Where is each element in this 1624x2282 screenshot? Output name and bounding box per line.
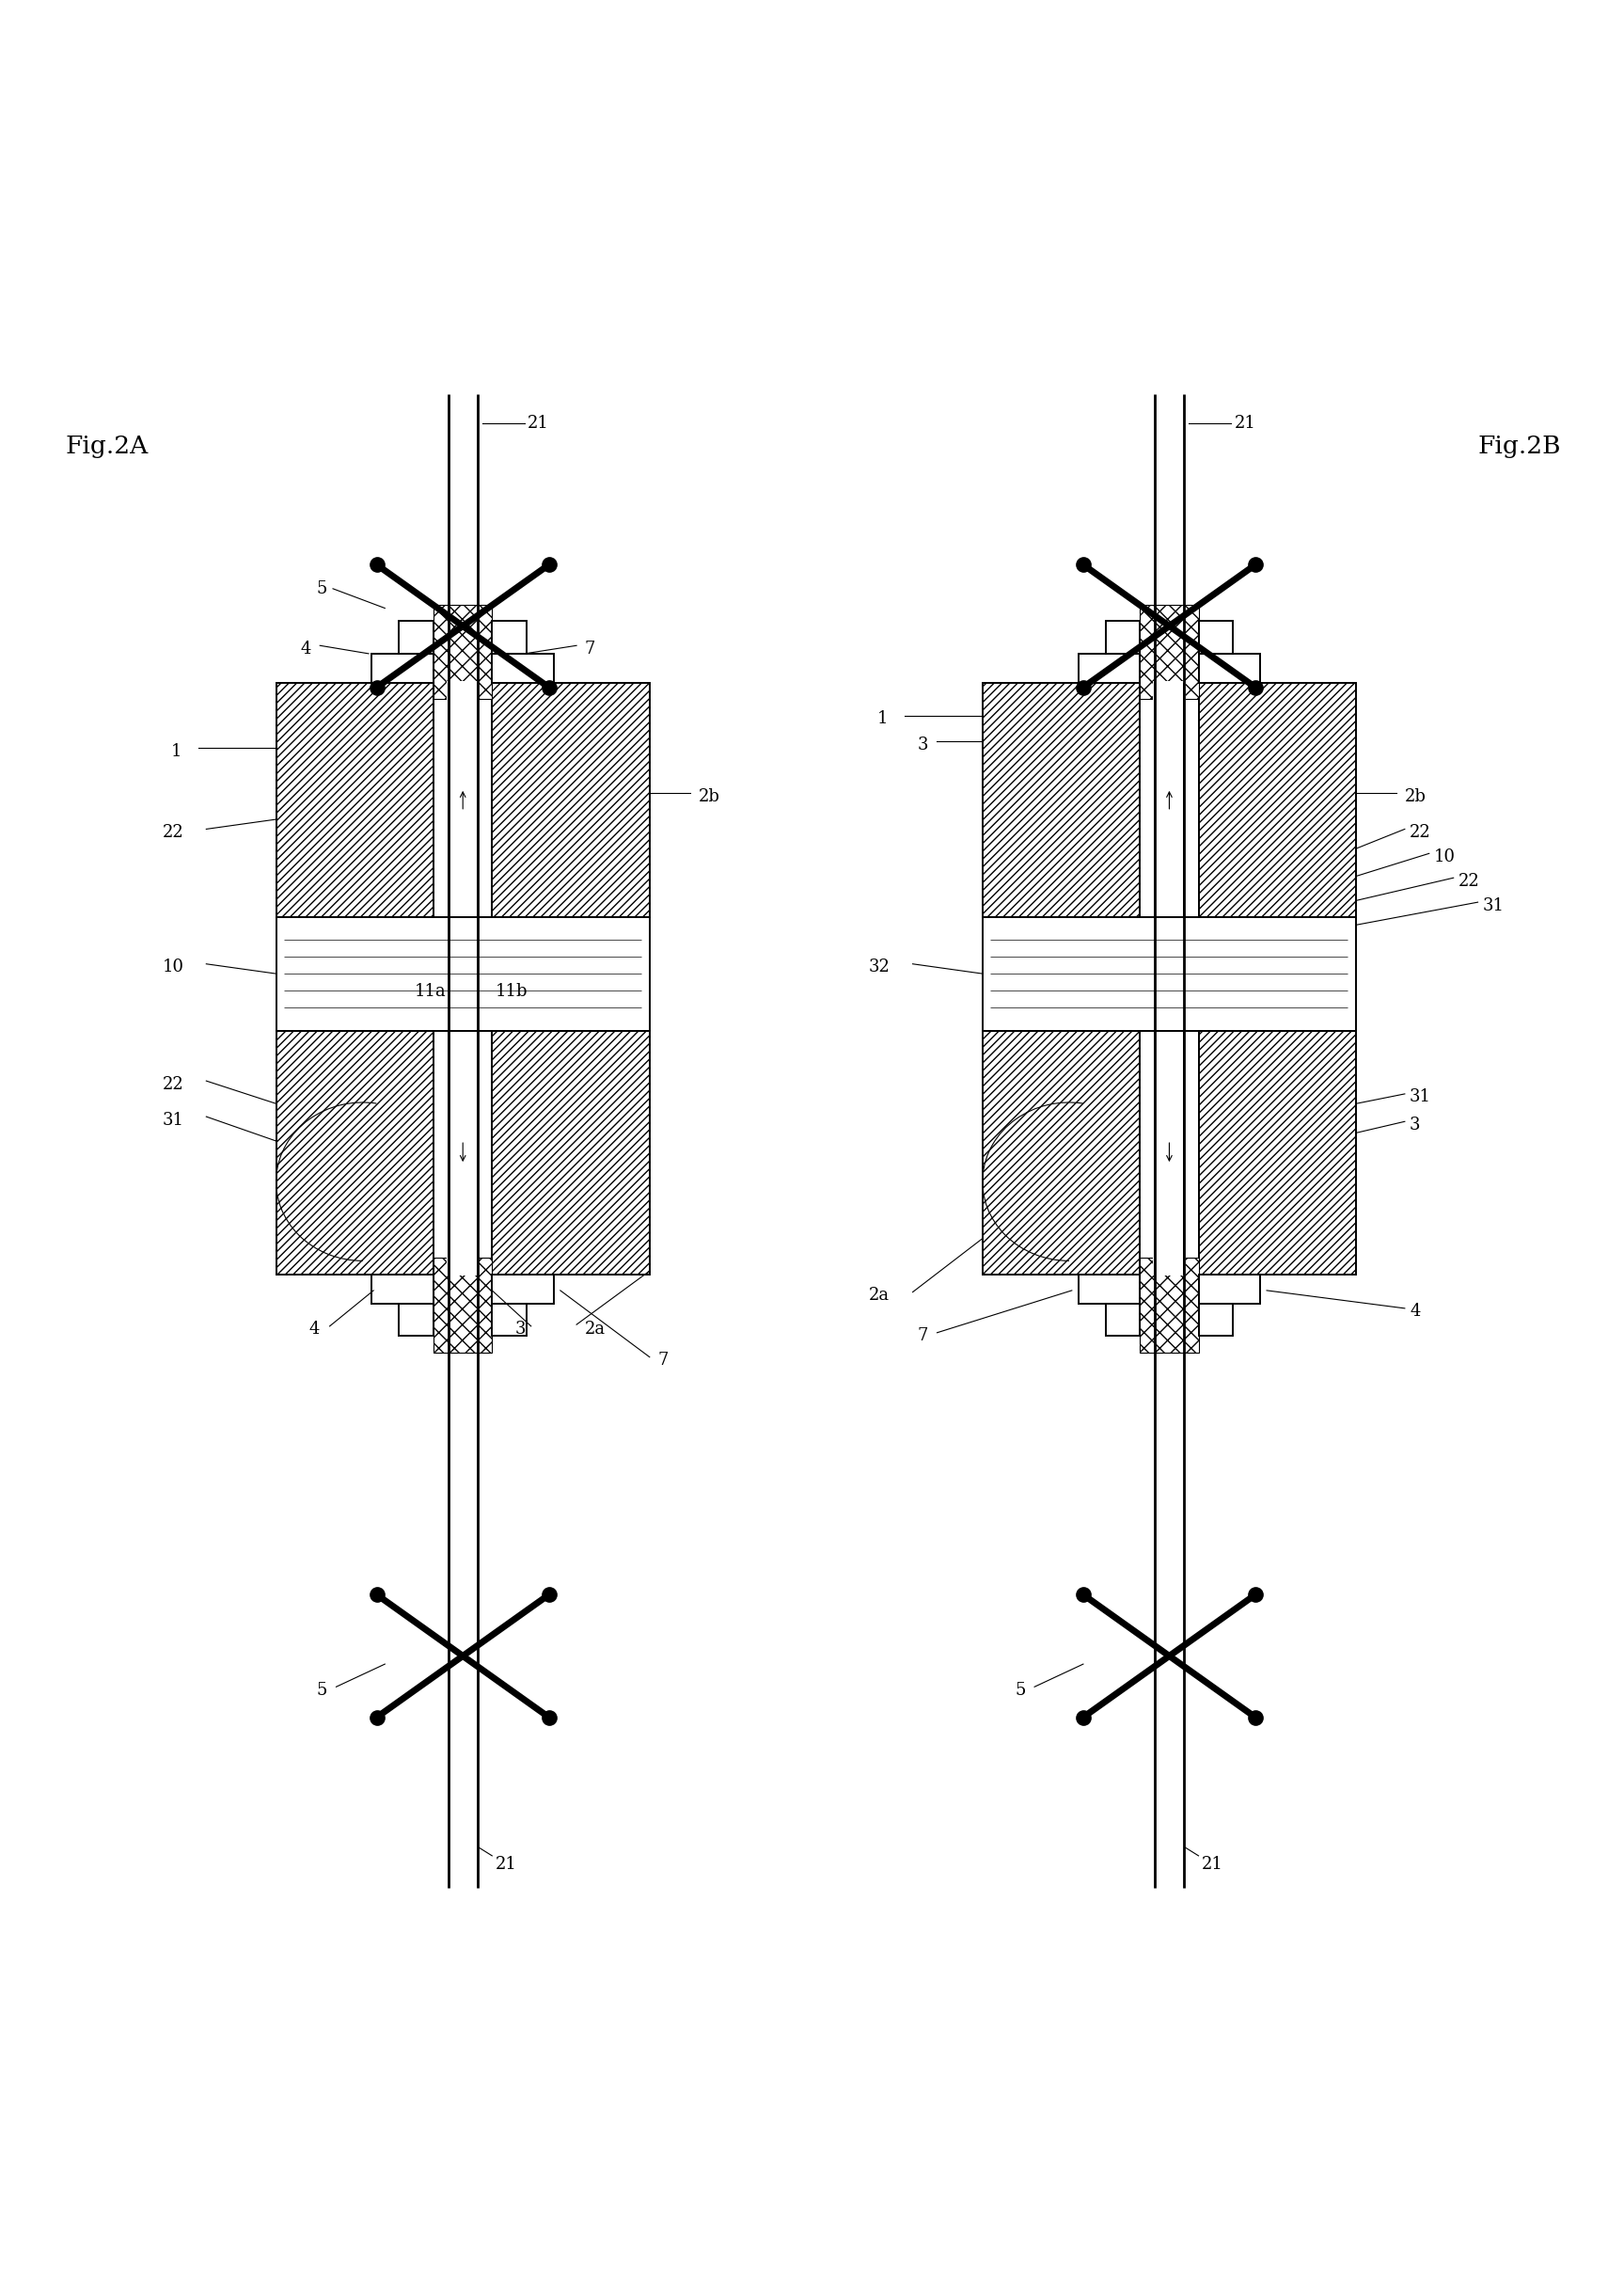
Text: 21: 21 [528,415,549,431]
Text: 2a: 2a [869,1287,890,1303]
Text: 11a: 11a [414,984,447,1000]
Text: 2b: 2b [1405,787,1426,806]
Text: 4: 4 [1410,1303,1421,1319]
Text: 7: 7 [585,641,596,657]
Bar [1153,682,1186,917]
Text: 7: 7 [918,1328,929,1344]
Bar [492,1273,554,1303]
Text: 5: 5 [317,1682,328,1698]
Text: 1: 1 [877,710,888,728]
Text: 4: 4 [300,641,312,657]
Text: 3: 3 [918,737,929,753]
Text: 22: 22 [1458,872,1479,890]
Text: 21: 21 [1202,1855,1223,1871]
Bar [447,682,479,917]
Text: 2a: 2a [585,1321,606,1337]
Bar [983,1031,1140,1273]
Text: Fig.2B: Fig.2B [1478,434,1561,459]
Bar [1153,1029,1186,1276]
Bar [400,1303,434,1335]
Text: 5: 5 [317,580,328,598]
Text: 11b: 11b [495,984,528,1000]
Text: 31: 31 [1483,897,1504,913]
Text: Fig.2A: Fig.2A [65,434,148,459]
Bar [1140,1257,1199,1353]
Text: 10: 10 [1434,849,1455,865]
Text: 31: 31 [162,1111,184,1127]
Text: 1: 1 [171,742,182,760]
Bar [1199,682,1356,917]
Bar [492,682,650,917]
Bar [434,1257,492,1353]
Text: 5: 5 [1015,1682,1026,1698]
Text: 21: 21 [495,1855,516,1871]
Bar [400,621,434,653]
Bar [1106,621,1140,653]
Bar [276,682,434,917]
Text: 2b: 2b [698,787,719,806]
Bar [492,1031,650,1273]
Bar [276,1031,434,1273]
Text: 31: 31 [1410,1089,1431,1104]
Bar [447,1029,479,1276]
Text: 22: 22 [1410,824,1431,840]
Bar [492,653,554,682]
Bar [1078,653,1140,682]
Text: 32: 32 [869,958,890,977]
Bar [1199,621,1233,653]
Bar [1199,1303,1233,1335]
Bar [492,621,526,653]
Bar [1199,1031,1356,1273]
Text: 3: 3 [1410,1116,1421,1134]
Bar [1199,1273,1260,1303]
Bar [1078,1273,1140,1303]
Text: 4: 4 [309,1321,320,1337]
Text: 21: 21 [1234,415,1255,431]
Text: 7: 7 [658,1351,669,1369]
Text: 3: 3 [515,1321,526,1337]
Bar [492,1303,526,1335]
Bar [983,682,1140,917]
Text: 10: 10 [162,958,184,977]
Bar [434,605,492,698]
Bar [1199,653,1260,682]
Bar [372,653,434,682]
Text: 22: 22 [162,1075,184,1093]
Bar [1140,605,1199,698]
Bar [372,1273,434,1303]
Bar [1106,1303,1140,1335]
Text: 22: 22 [162,824,184,840]
